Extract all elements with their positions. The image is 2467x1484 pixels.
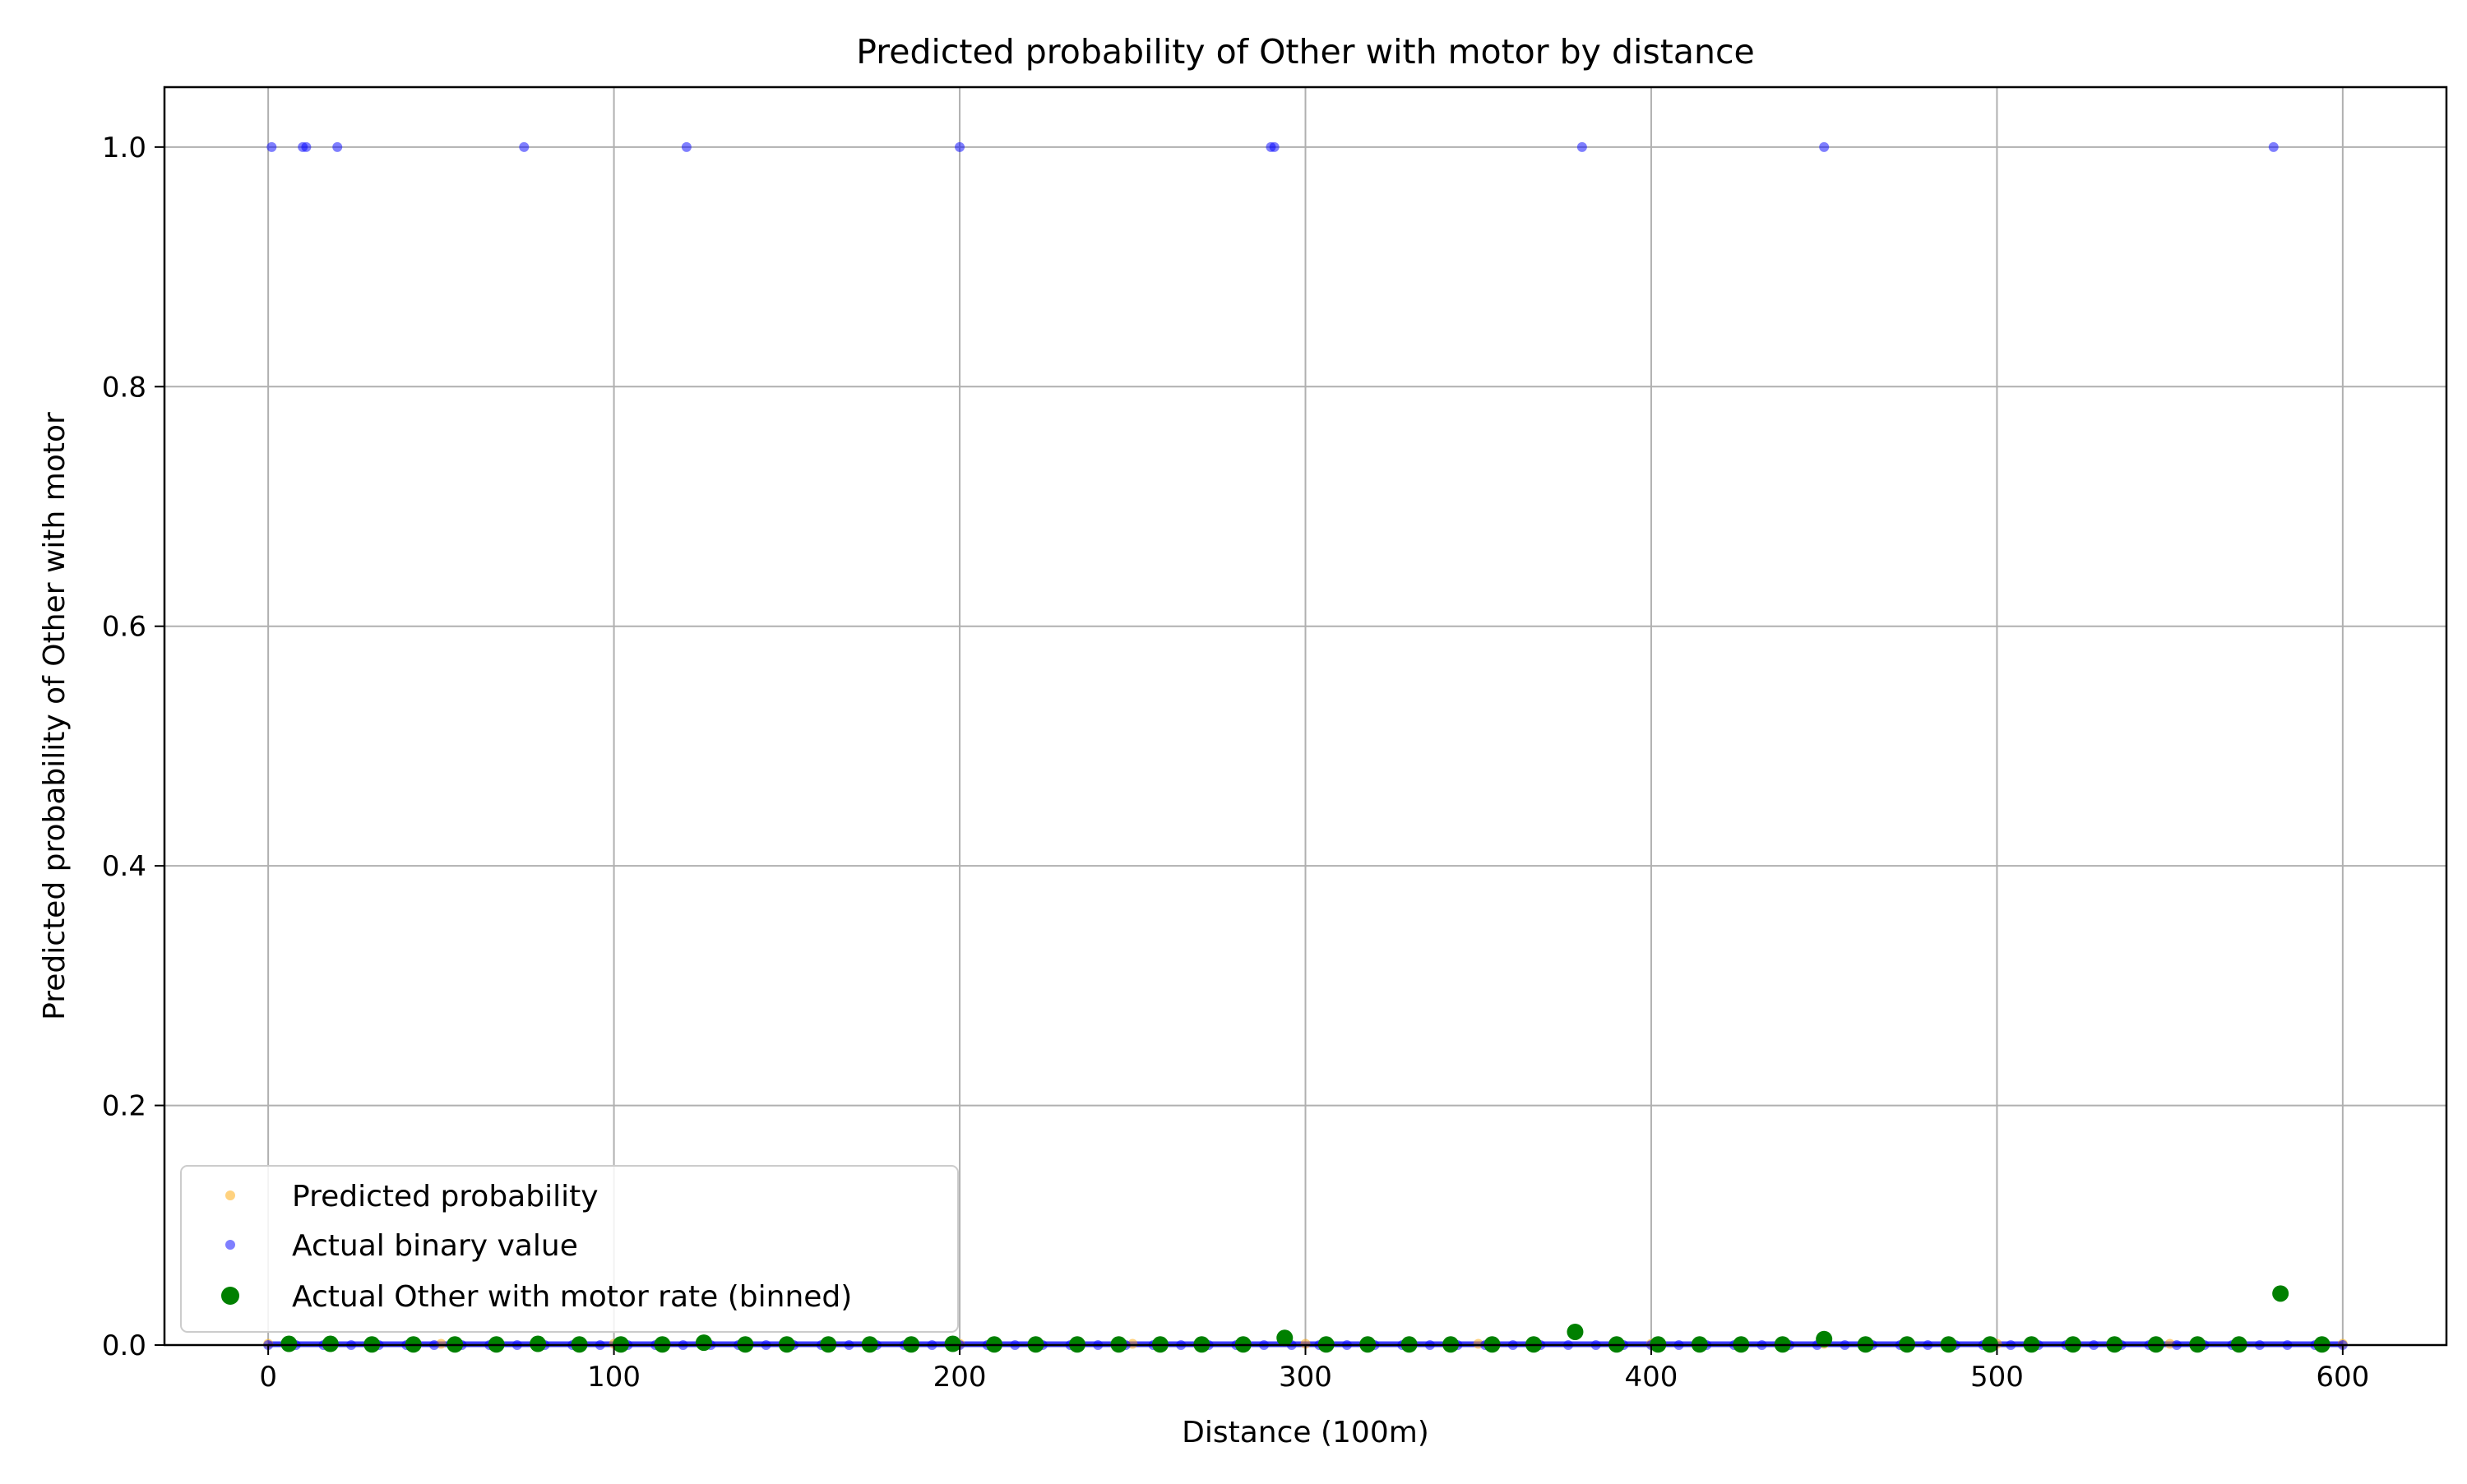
y-tick-label: 1.0 xyxy=(102,132,146,164)
x-tick-label: 300 xyxy=(1279,1361,1332,1394)
y-tick-label: 0.6 xyxy=(102,611,146,644)
data-point-series-1 xyxy=(266,141,277,152)
x-tick-label: 600 xyxy=(2316,1361,2369,1394)
data-point-series-1 xyxy=(1819,141,1830,152)
x-tick-label: 500 xyxy=(1970,1361,2024,1394)
data-point-series-1 xyxy=(2268,141,2279,152)
x-tick-label: 400 xyxy=(1625,1361,1678,1394)
legend-box xyxy=(180,1165,959,1333)
x-tick-label: 0 xyxy=(259,1361,277,1394)
y-tick-label: 0.2 xyxy=(102,1090,146,1123)
data-point-series-2 xyxy=(1816,1330,1833,1348)
legend-marker xyxy=(225,1240,235,1250)
data-point-series-2 xyxy=(280,1335,298,1352)
data-point-series-2 xyxy=(1276,1329,1294,1347)
data-point-series-2 xyxy=(530,1335,547,1352)
chart-title: Predicted probability of Other with moto… xyxy=(856,32,1754,72)
data-point-series-0 xyxy=(1300,1338,1311,1349)
y-axis-label: Predicted probability of Other with moto… xyxy=(38,412,72,1020)
data-point-series-1 xyxy=(955,141,965,152)
data-point-series-2 xyxy=(2272,1285,2289,1302)
data-point-series-1 xyxy=(1576,141,1587,152)
y-tick-label: 0.8 xyxy=(102,371,146,404)
data-point-series-2 xyxy=(322,1335,339,1352)
legend-marker xyxy=(225,1190,235,1200)
data-point-series-1 xyxy=(301,141,312,152)
data-point-series-1 xyxy=(332,141,343,152)
data-point-series-2 xyxy=(695,1334,712,1352)
data-point-series-2 xyxy=(1567,1323,1584,1340)
grid-layer xyxy=(164,87,2446,1346)
x-axis-label: Distance (100m) xyxy=(1182,1416,1429,1449)
data-point-series-1 xyxy=(1269,141,1280,152)
legend-label: Predicted probability xyxy=(292,1180,599,1214)
x-tick-label: 200 xyxy=(933,1361,987,1394)
data-point-series-1 xyxy=(681,141,692,152)
data-point-series-2 xyxy=(944,1335,961,1352)
x-tick-label: 100 xyxy=(587,1361,641,1394)
data-point-series-1 xyxy=(519,141,530,152)
legend-marker xyxy=(221,1287,239,1305)
legend: Predicted probability Actual binary value… xyxy=(180,1165,959,1333)
y-tick-label: 0.4 xyxy=(102,850,146,883)
ticks-layer: 0 100 200 300 400 500 600 0.0 0.2 0.4 0.6 0.8 1.0 xyxy=(102,132,2369,1394)
y-tick-label: 0.0 xyxy=(102,1329,146,1362)
legend-label: Actual binary value xyxy=(292,1229,578,1263)
legend-label: Actual Other with motor rate (binned) xyxy=(292,1280,852,1314)
